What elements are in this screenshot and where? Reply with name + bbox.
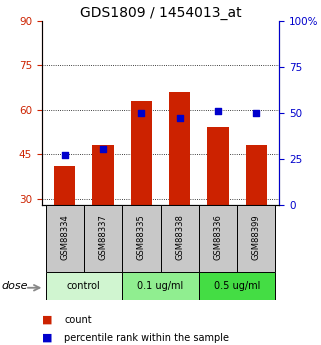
Text: 0.5 ug/ml: 0.5 ug/ml bbox=[214, 281, 260, 291]
Bar bbox=[46, 272, 122, 300]
Point bbox=[139, 110, 144, 115]
Text: GSM88335: GSM88335 bbox=[137, 214, 146, 260]
Text: GSM88334: GSM88334 bbox=[60, 214, 69, 260]
Text: control: control bbox=[67, 281, 101, 291]
Bar bbox=[169, 92, 190, 205]
Text: dose: dose bbox=[2, 281, 28, 291]
Text: percentile rank within the sample: percentile rank within the sample bbox=[64, 333, 229, 343]
Text: ■: ■ bbox=[42, 315, 52, 325]
Bar bbox=[160, 205, 199, 272]
Bar bbox=[207, 127, 229, 205]
Bar bbox=[199, 205, 237, 272]
Bar bbox=[237, 205, 275, 272]
Bar bbox=[122, 205, 160, 272]
Bar bbox=[131, 101, 152, 205]
Bar bbox=[122, 272, 199, 300]
Bar bbox=[46, 205, 84, 272]
Text: 0.1 ug/ml: 0.1 ug/ml bbox=[137, 281, 184, 291]
Point bbox=[62, 152, 67, 158]
Text: GSM88338: GSM88338 bbox=[175, 214, 184, 260]
Text: ■: ■ bbox=[42, 333, 52, 343]
Bar bbox=[84, 205, 122, 272]
Point bbox=[215, 108, 221, 114]
Bar bbox=[199, 272, 275, 300]
Text: GSM88336: GSM88336 bbox=[213, 214, 222, 260]
Bar bbox=[54, 166, 75, 205]
Point bbox=[177, 115, 182, 121]
Text: GSM88337: GSM88337 bbox=[99, 214, 108, 260]
Text: GSM88399: GSM88399 bbox=[252, 214, 261, 260]
Bar bbox=[92, 145, 114, 205]
Point bbox=[254, 110, 259, 115]
Point bbox=[100, 147, 106, 152]
Text: count: count bbox=[64, 315, 92, 325]
Bar bbox=[246, 145, 267, 205]
Title: GDS1809 / 1454013_at: GDS1809 / 1454013_at bbox=[80, 6, 241, 20]
